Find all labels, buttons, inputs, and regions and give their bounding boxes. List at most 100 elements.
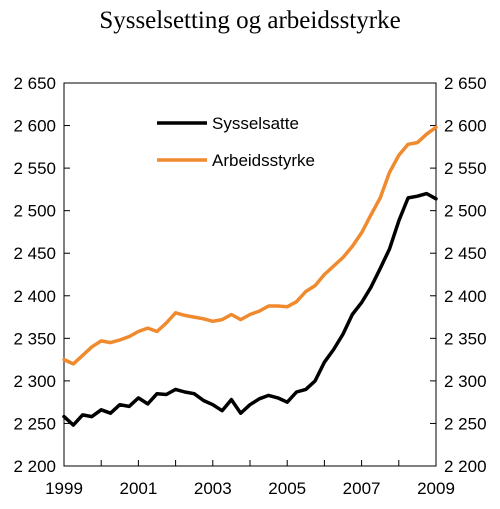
data-point [398, 154, 400, 157]
data-point [72, 424, 75, 426]
y-tick-label-right: 2 550 [444, 159, 487, 178]
data-point [249, 313, 251, 316]
data-point [249, 403, 251, 406]
data-point [221, 409, 223, 412]
data-point [370, 214, 372, 216]
y-tick-label-right: 2 500 [444, 202, 487, 221]
data-point [72, 363, 75, 365]
y-tick-label-right: 2 200 [444, 457, 487, 476]
data-point [174, 312, 177, 314]
y-tick-label-right: 2 450 [444, 244, 487, 263]
data-point [267, 394, 270, 397]
data-point [239, 318, 242, 321]
y-axis-left: 2 200 2 250 2 300 2 350 2 400 2 450 2 500 2 550… [13, 74, 70, 476]
data-point [370, 286, 372, 289]
series-layer [62, 125, 438, 427]
data-point [388, 171, 391, 174]
legend: Sysselsatte Arbeidsstyrke [157, 114, 315, 170]
y-tick-label-left: 2 200 [13, 457, 56, 476]
plot-area-frame [63, 82, 437, 467]
data-point [137, 330, 140, 333]
data-point [184, 391, 186, 393]
data-point [212, 403, 214, 406]
data-point [212, 320, 214, 323]
data-point [277, 397, 279, 399]
data-point [137, 397, 140, 399]
data-point [230, 398, 233, 401]
data-point [91, 415, 93, 418]
y-tick-label-left: 2 400 [13, 287, 56, 306]
data-point [221, 318, 223, 321]
x-tick-label: 2001 [119, 479, 157, 498]
x-tick-label: 2005 [268, 479, 306, 498]
y-tick-label-left: 2 500 [13, 202, 56, 221]
data-point [146, 327, 149, 329]
data-point [100, 340, 102, 342]
data-point [202, 399, 205, 402]
chart-title: Sysselsetting og arbeidsstyrke [99, 7, 400, 34]
data-point [81, 354, 84, 357]
data-point [314, 380, 316, 382]
y-tick-label-right: 2 650 [444, 74, 487, 93]
data-point [193, 316, 195, 318]
data-point [63, 358, 65, 361]
data-point [342, 256, 344, 259]
data-point [295, 391, 298, 393]
data-point [435, 126, 437, 129]
y-tick-label-left: 2 250 [13, 414, 56, 433]
data-point [193, 392, 195, 395]
x-tick-label: 2009 [417, 479, 455, 498]
data-point [379, 267, 382, 270]
data-point [81, 414, 84, 416]
data-point [305, 388, 307, 391]
x-axis: 1999 2001 2003 2005 2007 2009 [45, 460, 455, 498]
data-point [295, 300, 298, 303]
data-point [416, 141, 419, 144]
data-point [156, 392, 158, 395]
data-point [100, 409, 102, 411]
series-line-sysselsatte [62, 191, 438, 427]
data-point [184, 314, 186, 317]
data-point [91, 346, 93, 348]
y-tick-label-left: 2 450 [13, 244, 56, 263]
data-point [407, 197, 409, 199]
x-tick-label: 2007 [343, 479, 381, 498]
data-point [165, 393, 168, 396]
data-point [128, 335, 130, 338]
y-tick-label-left: 2 650 [13, 74, 56, 93]
data-point [425, 133, 428, 135]
data-point [286, 306, 289, 308]
data-point [323, 273, 326, 276]
x-tick-label: 2003 [194, 479, 232, 498]
y-tick-label-right: 2 300 [444, 372, 487, 391]
data-point [174, 388, 177, 391]
data-point [119, 339, 121, 341]
y-tick-label-right: 2 250 [444, 414, 487, 433]
data-point [267, 305, 270, 307]
data-point [379, 197, 382, 199]
y-tick-label-left: 2 550 [13, 159, 56, 178]
y-tick-label-left: 2 600 [13, 117, 56, 136]
data-point [425, 192, 428, 195]
data-point [332, 265, 335, 267]
data-point [351, 245, 354, 248]
y-tick-label-left: 2 350 [13, 329, 56, 348]
data-point [146, 403, 149, 405]
data-point [314, 284, 316, 287]
y-axis-right: 2 200 2 250 2 300 2 350 2 400 2 450 2 500 2 550… [430, 74, 487, 476]
data-point [239, 412, 242, 415]
x-tick-label: 1999 [45, 479, 83, 498]
legend-label-arbeidsstyrke: Arbeidsstyrke [212, 151, 315, 170]
data-point [342, 333, 344, 335]
data-point [63, 415, 65, 418]
data-point [305, 290, 307, 293]
data-point [435, 197, 437, 200]
data-point [277, 305, 279, 307]
data-point [202, 317, 205, 320]
data-point [323, 361, 326, 363]
data-point [360, 301, 363, 304]
data-point [109, 341, 112, 344]
data-point [388, 248, 391, 250]
y-tick-label-right: 2 350 [444, 329, 487, 348]
